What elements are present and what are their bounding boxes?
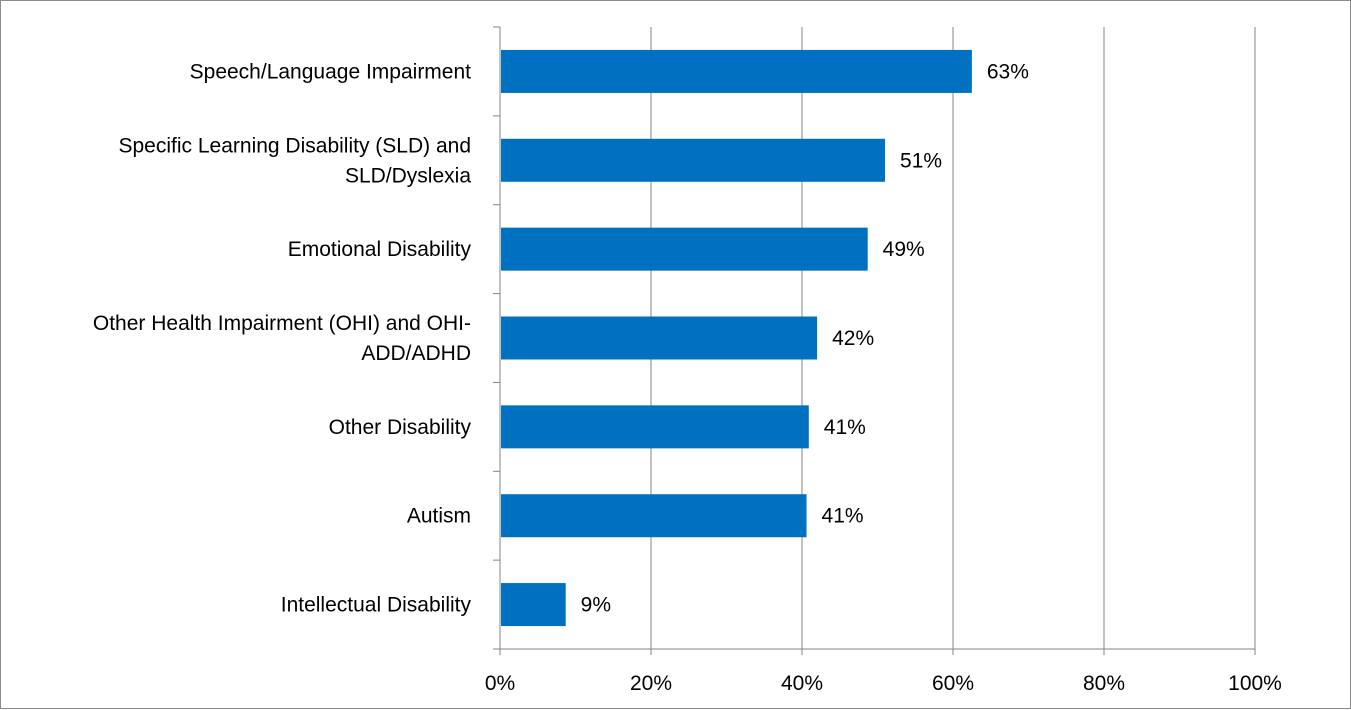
data-label: 41% [822,505,864,528]
x-tick-label: 20% [630,672,672,695]
category-label: Intellectual Disability [281,594,472,617]
x-tick-label: 60% [932,672,974,695]
bar [501,583,566,627]
bar [501,227,868,271]
data-label: 49% [883,238,925,261]
category-label: Other Disability [329,416,472,439]
category-label: Autism [407,505,471,528]
x-tick-label: 0% [485,672,515,695]
bar [501,316,818,360]
data-label: 51% [900,149,942,172]
category-label: ADD/ADHD [361,342,471,365]
data-label: 63% [987,60,1029,83]
category-label: Specific Learning Disability (SLD) and [119,134,472,157]
labels: 0% 20% 40% 60% 80% 100% 63% Speech/Language Imp… [93,60,1282,695]
x-tick-label: 100% [1228,672,1282,695]
data-label: 42% [832,327,874,350]
data-label: 9% [581,594,611,617]
x-tick-label: 40% [781,672,823,695]
bar [501,494,807,538]
category-label: SLD/Dyslexia [345,164,471,187]
bars [501,49,972,627]
category-label: Speech/Language Impairment [190,60,472,83]
category-label: Other Health Impairment (OHI) and OHI- [93,312,471,335]
data-label: 41% [824,416,866,439]
gridlines [650,27,1256,649]
x-tick-label: 80% [1083,672,1125,695]
axes [493,26,1256,655]
bar [501,49,972,93]
bar [501,138,886,182]
bar [501,405,809,449]
category-label: Emotional Disability [288,238,472,261]
